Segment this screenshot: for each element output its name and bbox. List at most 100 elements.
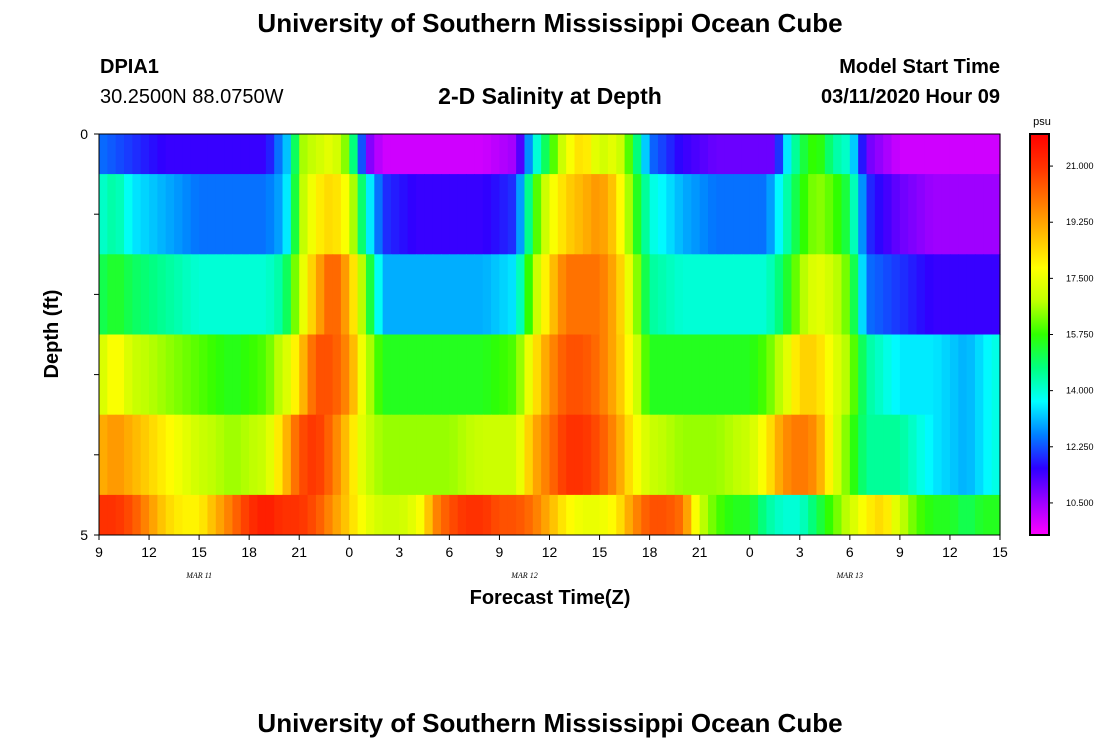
heatmap-cell — [315, 334, 325, 416]
heatmap-cell — [949, 494, 959, 536]
heatmap-cell — [949, 174, 959, 255]
heatmap-cell — [699, 134, 709, 175]
heatmap-cell — [549, 134, 559, 175]
heatmap-cell — [657, 134, 667, 175]
heatmap-cell — [107, 174, 117, 255]
heatmap-cell — [224, 254, 234, 335]
heatmap-cell — [758, 254, 767, 335]
heatmap-cell — [124, 414, 133, 496]
heatmap-cell — [591, 494, 601, 536]
heatmap-cell — [708, 174, 717, 255]
heatmap-cell — [99, 254, 108, 335]
heatmap-cell — [566, 334, 576, 416]
date-label: MAR 11 — [185, 571, 212, 580]
heatmap-cell — [949, 334, 959, 416]
heatmap-cell — [716, 134, 726, 175]
heatmap-cell — [532, 414, 542, 496]
colorbar-unit: psu — [1033, 116, 1051, 128]
heatmap-cell — [290, 254, 300, 335]
station-id: DPIA1 — [100, 56, 159, 78]
heatmap-cell — [582, 334, 592, 416]
heatmap-cell — [741, 414, 751, 496]
axes: 9 12 15 18 21 0 3 6 9 12 15 18 21 0 3 6 9 12 15 MAR 11 MAR 1… — [80, 126, 1008, 580]
heatmap-cell — [708, 414, 717, 496]
heatmap-cell — [699, 254, 709, 335]
heatmap-cell — [716, 494, 726, 536]
heatmap-cell — [149, 334, 158, 416]
heatmap-cell — [916, 254, 926, 335]
heatmap-cell — [974, 174, 984, 255]
heatmap-cell — [582, 254, 592, 335]
heatmap-cell — [824, 174, 834, 255]
heatmap-cell — [257, 494, 267, 536]
heatmap-cell — [924, 334, 934, 416]
heatmap-cell — [858, 494, 868, 536]
heatmap-cell — [724, 174, 734, 255]
heatmap-cell — [657, 414, 667, 496]
heatmap-cell — [157, 174, 167, 255]
heatmap-cell — [674, 414, 684, 496]
heatmap-cell — [874, 134, 884, 175]
heatmap-cell — [149, 174, 158, 255]
heatmap-cell — [841, 174, 851, 255]
heatmap-cell — [624, 134, 634, 175]
x-tick-label: 12 — [942, 544, 958, 560]
heatmap-cell — [524, 254, 534, 335]
heatmap-cell — [165, 254, 175, 335]
heatmap-cell — [190, 174, 200, 255]
heatmap-cell — [941, 134, 951, 175]
heatmap-cell — [958, 174, 968, 255]
heatmap-cell — [908, 494, 918, 536]
heatmap-cell — [207, 494, 217, 536]
heatmap-cell — [107, 494, 117, 536]
heatmap-cell — [424, 254, 434, 335]
heatmap-cell — [466, 174, 476, 255]
heatmap-cell — [399, 414, 409, 496]
heatmap-cell — [282, 334, 292, 416]
heatmap-cell — [541, 254, 551, 335]
heatmap-cell — [215, 414, 225, 496]
heatmap-cell — [816, 494, 826, 536]
heatmap-cell — [357, 134, 367, 175]
heatmap-cell — [616, 414, 626, 496]
heatmap-cell — [758, 414, 767, 496]
heatmap-cell — [165, 334, 175, 416]
x-tick-label: 15 — [992, 544, 1008, 560]
heatmap-cell — [499, 334, 509, 416]
heatmap-cell — [99, 494, 108, 536]
heatmap-cell — [582, 414, 592, 496]
heatmap-row — [99, 494, 1001, 536]
heatmap-cell — [474, 174, 484, 255]
heatmap-cell — [315, 174, 325, 255]
heatmap-cell — [974, 134, 984, 175]
heatmap-cell — [874, 334, 884, 416]
heatmap-cell — [691, 254, 701, 335]
heatmap-cell — [833, 134, 843, 175]
heatmap-cell — [449, 494, 459, 536]
heatmap-cell — [616, 174, 626, 255]
heatmap-cell — [299, 134, 309, 175]
heatmap-cell — [299, 254, 309, 335]
heatmap-cell — [190, 414, 200, 496]
heatmap-cell — [657, 494, 667, 536]
heatmap-cell — [407, 174, 417, 255]
x-tick-label: 12 — [542, 544, 558, 560]
colorbar-tick-label: 10.500 — [1066, 498, 1094, 508]
heatmap-cell — [432, 254, 442, 335]
heatmap-cell — [766, 494, 776, 536]
heatmap-cell — [774, 334, 784, 416]
heatmap-cell — [215, 174, 225, 255]
heatmap-cell — [849, 414, 859, 496]
heatmap-cell — [315, 134, 325, 175]
heatmap-cell — [307, 334, 317, 416]
heatmap-cell — [282, 134, 292, 175]
heatmap-cell — [899, 414, 909, 496]
heatmap-cell — [482, 414, 492, 496]
heatmap-cell — [157, 254, 167, 335]
heatmap-cell — [682, 254, 692, 335]
heatmap-cell — [307, 254, 317, 335]
heatmap-cell — [891, 174, 901, 255]
x-tick-label: 3 — [395, 544, 403, 560]
heatmap-cell — [749, 134, 759, 175]
date-label: MAR 12 — [510, 571, 537, 580]
